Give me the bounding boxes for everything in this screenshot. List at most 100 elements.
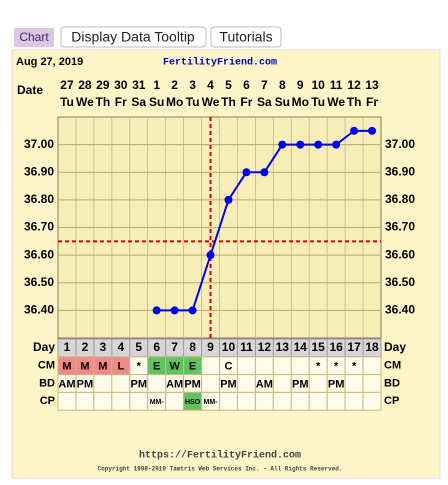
date-label: 28 <box>78 78 92 92</box>
temp-point <box>332 140 341 149</box>
cell <box>344 391 364 411</box>
date-label: 3 <box>189 78 196 92</box>
date-label: Date <box>17 83 43 97</box>
cell <box>147 374 167 393</box>
tutorials-button-label[interactable]: Tutorials <box>219 29 272 45</box>
cell <box>362 391 382 411</box>
weekday-label: We <box>327 95 345 109</box>
cell <box>290 391 310 411</box>
weekday-label: Tu <box>186 95 200 109</box>
temp-point <box>260 168 269 177</box>
cell-text: E <box>153 361 160 373</box>
temp-point <box>224 195 233 204</box>
temp-point <box>152 306 161 315</box>
weekday-label: We <box>202 95 220 109</box>
cell <box>111 374 131 393</box>
y-tick-label: 36.50 <box>24 275 54 289</box>
row-label-right: CM <box>384 360 401 372</box>
cell-text: E <box>189 361 196 373</box>
weekday-label: Mo <box>292 95 309 109</box>
cell-text: L <box>117 361 124 373</box>
y-tick-label: 36.90 <box>24 164 54 178</box>
cell-text: AM <box>58 378 75 390</box>
cell <box>272 374 292 393</box>
cell <box>93 391 113 411</box>
weekday-label: We <box>76 95 94 109</box>
date-label: 9 <box>297 78 304 92</box>
cell <box>272 356 292 376</box>
weekday-label: Tu <box>60 95 74 109</box>
day-number: 17 <box>347 340 361 354</box>
cell-text: PM <box>328 378 345 390</box>
date-label: 29 <box>96 78 110 92</box>
footer-copyright: Copyright 1998-2019 Tamtris Web Services… <box>98 466 343 473</box>
cell <box>93 374 113 393</box>
date-label: 31 <box>132 78 146 92</box>
chart-tab[interactable] <box>14 28 54 47</box>
cell <box>236 374 256 393</box>
weekday-label: Tu <box>311 95 325 109</box>
cell <box>254 356 274 376</box>
cell <box>344 374 364 393</box>
weekday-label: Th <box>347 95 362 109</box>
cell <box>308 391 328 411</box>
y-tick-label-right: 36.50 <box>385 275 415 289</box>
cell <box>362 356 382 376</box>
date-label: 5 <box>225 78 232 92</box>
row-label: CM <box>38 360 55 372</box>
weekday-label: Su <box>149 95 164 109</box>
cell-text: * <box>316 361 321 373</box>
cell-text: M <box>62 361 71 373</box>
temp-point <box>242 168 251 177</box>
date-label: 27 <box>60 78 74 92</box>
tooltip-button-label[interactable]: Display Data Tooltip <box>71 29 195 45</box>
cell <box>290 356 310 376</box>
y-tick-label-right: 36.90 <box>385 164 415 178</box>
weekday-label: Su <box>275 95 290 109</box>
cell-text: HSO <box>185 399 201 406</box>
cell-text: * <box>137 361 142 373</box>
tooltip-button[interactable] <box>60 26 207 48</box>
date-label: 7 <box>261 78 268 92</box>
cell <box>57 391 77 411</box>
day-number: 4 <box>117 340 124 354</box>
date-label: 8 <box>279 78 286 92</box>
day-number: 16 <box>329 340 343 354</box>
cell <box>362 374 382 393</box>
y-tick-label: 36.40 <box>24 303 54 317</box>
cell <box>75 391 95 411</box>
temp-point <box>314 140 323 149</box>
row-label-right: CP <box>384 395 399 407</box>
cell-text: M <box>80 361 89 373</box>
day-number: 14 <box>294 340 308 354</box>
temp-point <box>170 306 179 315</box>
day-number: 15 <box>312 340 326 354</box>
day-number: 1 <box>64 340 71 354</box>
weekday-label: Th <box>221 95 236 109</box>
y-tick-label-right: 37.00 <box>385 137 415 151</box>
cell-text: W <box>169 361 180 373</box>
cell-text: C <box>224 361 232 373</box>
day-number: 3 <box>100 340 107 354</box>
cell <box>308 374 328 393</box>
cell-text: PM <box>292 378 309 390</box>
row-label: CP <box>40 395 55 407</box>
date-label: 4 <box>207 78 214 92</box>
date-label: 12 <box>347 78 361 92</box>
cell-text: * <box>352 361 357 373</box>
chart-tab-label[interactable]: Chart <box>19 30 49 44</box>
y-tick-label: 36.80 <box>24 192 54 206</box>
y-tick-label-right: 36.60 <box>385 247 415 261</box>
cell-text: M <box>98 361 107 373</box>
tutorials-button[interactable] <box>210 26 282 48</box>
day-row-label-right: Day <box>384 340 406 354</box>
cell <box>254 391 274 411</box>
date-label: 1 <box>153 78 160 92</box>
date-label: 11 <box>330 78 343 92</box>
date-label: 30 <box>114 78 128 92</box>
day-number: 6 <box>153 340 160 354</box>
weekday-label: Mo <box>166 95 183 109</box>
day-number: 2 <box>82 340 89 354</box>
